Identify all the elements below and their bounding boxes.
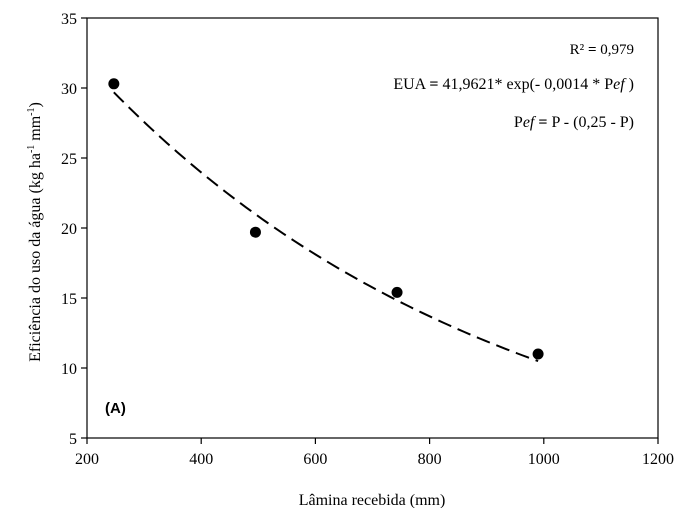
panel-label: (A) bbox=[105, 400, 126, 417]
r2-equals: = bbox=[588, 42, 600, 58]
x-tick-label: 200 bbox=[75, 451, 99, 468]
data-point bbox=[391, 286, 403, 298]
data-point bbox=[249, 226, 261, 238]
y-axis-label-sup2: -1 bbox=[26, 107, 37, 115]
r2-value: 0,979 bbox=[600, 42, 634, 58]
y-axis-label-end: ) bbox=[27, 102, 44, 107]
y-axis-label-main: Eficiência do uso da água (kg ha bbox=[27, 153, 44, 362]
y-ticks: 5 10 15 20 25 30 35 bbox=[61, 11, 87, 448]
y-tick-label: 10 bbox=[61, 361, 77, 378]
x-ticks: 200 400 600 800 1000 1200 bbox=[75, 438, 674, 468]
eq-ef-1: ef bbox=[613, 76, 627, 93]
equation-annotation: EUA = 41,9621* exp(- 0,0014 * Pef ) bbox=[393, 76, 634, 93]
y-tick-label: 5 bbox=[69, 431, 77, 448]
y-tick-label: 20 bbox=[61, 221, 77, 238]
x-tick-label: 1000 bbox=[528, 451, 560, 468]
fit-curve bbox=[113, 91, 539, 363]
y-tick-label: 25 bbox=[61, 151, 77, 168]
x-axis-label: Lâmina recebida (mm) bbox=[299, 492, 446, 508]
r-squared-annotation: R² = 0,979 bbox=[570, 42, 634, 58]
y-axis-label: Eficiência do uso da água (kg ha-1 mm-1) bbox=[26, 102, 44, 362]
r2-prefix: R² bbox=[570, 42, 588, 58]
x-tick-label: 800 bbox=[418, 451, 442, 468]
data-point bbox=[108, 78, 120, 90]
y-tick-label: 30 bbox=[61, 81, 77, 98]
y-axis-label-mid: mm bbox=[27, 115, 44, 144]
data-point bbox=[532, 348, 544, 360]
eq-left: EUA bbox=[393, 76, 429, 93]
y-axis-label-sup1: -1 bbox=[26, 145, 37, 153]
eq-equals: = bbox=[429, 76, 442, 93]
pef-annotation: Pef = P - (0,25 - P) bbox=[514, 114, 634, 131]
pef-ef: ef bbox=[523, 114, 537, 131]
eq-right-2: ) bbox=[625, 76, 634, 93]
x-tick-label: 1200 bbox=[642, 451, 674, 468]
eq-right-1: 41,9621* exp(- 0,0014 * P bbox=[442, 76, 613, 93]
pef-p: P bbox=[514, 114, 523, 131]
y-tick-label: 35 bbox=[61, 11, 77, 28]
x-tick-label: 400 bbox=[189, 451, 213, 468]
pef-right: P - (0,25 - P) bbox=[551, 114, 634, 131]
pef-equals: = bbox=[534, 114, 551, 131]
data-points bbox=[108, 78, 544, 360]
x-tick-label: 600 bbox=[303, 451, 327, 468]
y-tick-label: 15 bbox=[61, 291, 77, 308]
